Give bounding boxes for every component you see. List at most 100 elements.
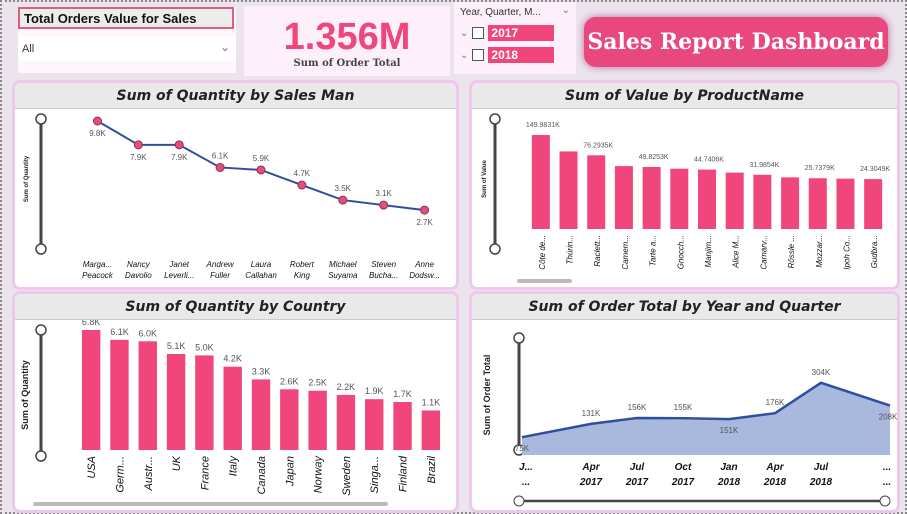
year-item-2017[interactable]: ⌄ 2017: [460, 24, 555, 42]
bar: [587, 155, 606, 229]
x-tick-label: Andrew: [206, 260, 235, 269]
expand-icon[interactable]: ⌄: [460, 27, 469, 39]
x-tick-label: Gnocch...: [676, 235, 685, 269]
x-tick-label: UK: [171, 455, 183, 471]
data-label: 31.9854K: [749, 162, 779, 169]
x-tick-label: 2018: [763, 477, 787, 488]
x-tick-label: Michael: [329, 260, 357, 269]
bar: [138, 341, 157, 450]
bar: [223, 366, 242, 450]
data-point: [338, 195, 348, 205]
data-label: 3.1K: [375, 189, 392, 198]
bar: [670, 168, 689, 229]
y-axis-label: Sum of Quantity: [24, 155, 30, 202]
x-tick-label: King: [294, 271, 311, 280]
dashboard-title-button[interactable]: Sales Report Dashboard: [584, 17, 888, 67]
x-tick-label: Davolio: [125, 271, 152, 280]
x-tick-label: Peacock: [82, 271, 114, 280]
x-tick-label: Jan: [720, 462, 737, 473]
data-point: [379, 200, 389, 210]
bar: [753, 174, 772, 229]
x-tick-label: Bucha...: [369, 271, 398, 280]
bar: [836, 178, 855, 229]
x-tick-label: Raclett...: [593, 235, 602, 267]
data-label: 6.0K: [139, 328, 158, 338]
horizontal-scrollbar[interactable]: [517, 279, 572, 283]
x-tick-label: Italy: [228, 455, 240, 477]
chart-title: Sum of Value by ProductName: [472, 83, 897, 109]
x-tick-label: Côte de...: [538, 235, 547, 270]
data-point: [133, 140, 143, 150]
data-label: 2.5K: [308, 378, 327, 388]
data-label: 3.5K: [335, 184, 352, 193]
zoom-slider-handle[interactable]: [35, 113, 47, 125]
zoom-slider-handle[interactable]: [489, 113, 501, 125]
bar: [110, 339, 129, 450]
zoom-slider-handle[interactable]: [513, 495, 525, 507]
data-label: 131K: [582, 409, 601, 418]
slicer-value: All: [22, 43, 35, 55]
slicer-dropdown[interactable]: All ⌄: [18, 37, 236, 61]
x-tick-label: Laura: [251, 260, 272, 269]
x-tick-label: Alice M...: [732, 235, 741, 269]
x-tick-label: USA: [86, 456, 98, 479]
year-label: 2017: [488, 25, 555, 41]
data-label: 4.7K: [294, 169, 311, 178]
data-label: 75K: [515, 444, 530, 453]
year-item-2018[interactable]: ⌄ 2018: [460, 46, 555, 64]
data-label: 304K: [812, 368, 831, 377]
x-tick-label: Apr: [581, 462, 600, 473]
x-tick-label: Dodsw...: [409, 271, 440, 280]
x-tick-label: Marga...: [83, 260, 112, 269]
horizontal-scrollbar[interactable]: [33, 502, 388, 506]
data-label: 7.9K: [171, 153, 188, 162]
data-label: 4.2K: [223, 354, 242, 364]
x-tick-label: Callahan: [245, 271, 277, 280]
x-tick-label: Rössle ...: [787, 235, 796, 268]
x-tick-label: Suyama: [328, 271, 358, 280]
data-label: 208K: [879, 413, 898, 422]
x-tick-label: Tarte a...: [649, 235, 658, 266]
x-tick-label: Canada: [256, 456, 268, 495]
x-tick-label: 2017: [625, 477, 649, 488]
expand-icon[interactable]: ⌄: [460, 49, 469, 61]
data-label: 176K: [766, 398, 785, 407]
bar: [81, 330, 101, 450]
year-label: 2018: [488, 47, 555, 63]
year-slicer: Year, Quarter, M... ⌄ ⌄ 2017 ⌄ 2018: [454, 2, 576, 74]
zoom-slider-handle[interactable]: [513, 332, 525, 344]
data-label: 155K: [674, 403, 693, 412]
bar: [421, 410, 441, 450]
data-label: 24.3049K: [860, 166, 890, 173]
data-label: 3.3K: [252, 366, 271, 376]
salesman-chart: Sum of Quantity by Sales Man Sum of Quant…: [12, 80, 459, 290]
x-tick-label: Janet: [168, 260, 189, 269]
checkbox[interactable]: [472, 27, 485, 39]
x-tick-label: 2017: [579, 477, 603, 488]
y-axis-label: Sum of Order Total: [482, 355, 492, 436]
data-label: 5.1K: [167, 341, 186, 351]
data-label: 25.7379K: [805, 165, 835, 172]
x-tick-label: J...: [519, 462, 533, 473]
bar: [166, 354, 186, 450]
zoom-slider-handle[interactable]: [489, 243, 501, 255]
zoom-slider-handle[interactable]: [879, 495, 891, 507]
zoom-slider-handle[interactable]: [35, 243, 47, 255]
bar: [725, 172, 744, 229]
data-label: 151K: [720, 426, 739, 435]
chart-title: Sum of Order Total by Year and Quarter: [472, 294, 897, 320]
x-tick-label: 2018: [717, 477, 741, 488]
checkbox[interactable]: [472, 49, 485, 61]
data-label: 2.7K: [416, 218, 433, 227]
chevron-down-icon[interactable]: ⌄: [561, 5, 570, 16]
zoom-slider-handle[interactable]: [35, 324, 47, 336]
data-point: [92, 116, 102, 126]
data-label: 149.9831K: [526, 122, 560, 129]
zoom-slider-handle[interactable]: [35, 450, 47, 462]
card-value: 1.356M: [283, 16, 411, 58]
x-tick-label: Austr...: [143, 456, 155, 491]
x-tick-label: ...: [522, 477, 530, 488]
chevron-down-icon: ⌄: [219, 40, 230, 54]
x-tick-label: Singa...: [369, 456, 381, 493]
data-label: 6.8K: [82, 320, 101, 327]
